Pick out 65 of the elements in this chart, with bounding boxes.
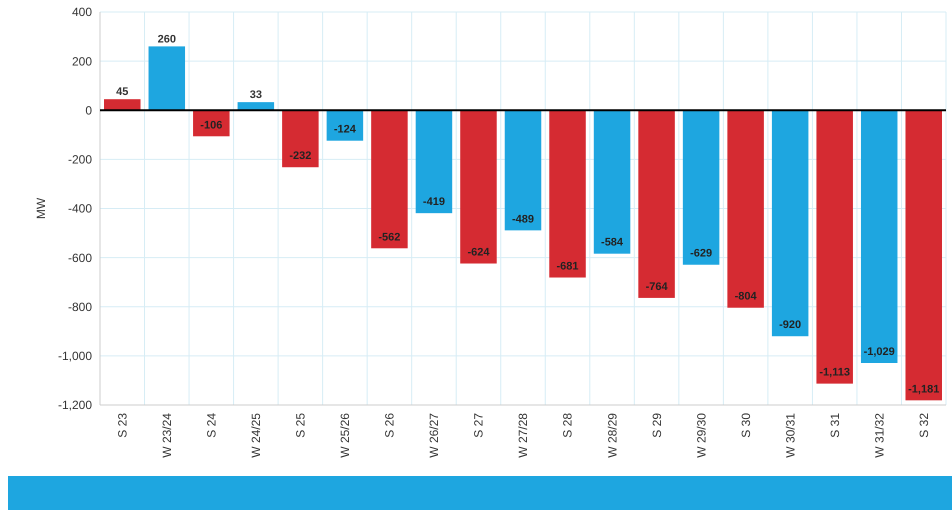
- bar: [816, 110, 853, 384]
- y-axis-title: MW: [34, 197, 48, 220]
- x-tick-label: S 31: [828, 412, 842, 438]
- data-label: 33: [250, 89, 262, 102]
- x-tick-label: W 23/24: [160, 412, 174, 458]
- x-tick-label: S 24: [204, 412, 219, 438]
- x-tick-label: W 28/29: [605, 412, 620, 458]
- data-label: -106: [200, 119, 222, 132]
- data-label: -232: [289, 150, 312, 162]
- data-label: -920: [779, 319, 802, 332]
- data-label: -624: [467, 246, 490, 259]
- y-tick-label: -1,200: [58, 398, 92, 412]
- data-label: -489: [512, 213, 534, 226]
- y-tick-label: -1,000: [58, 349, 92, 364]
- bar: [549, 110, 586, 278]
- y-tick-label: -600: [68, 250, 92, 265]
- data-label: -584: [601, 236, 624, 249]
- x-tick-label: W 31/32: [872, 412, 886, 458]
- x-tick-label: S 32: [916, 412, 931, 438]
- x-tick-label: S 29: [650, 412, 664, 438]
- data-label: -804: [734, 290, 758, 303]
- y-tick-label: -400: [68, 202, 92, 216]
- bar: [416, 110, 452, 214]
- bar: [460, 110, 497, 264]
- x-tick-label: S 26: [382, 412, 397, 438]
- data-label: -629: [690, 248, 712, 260]
- y-tick-label: 400: [72, 5, 92, 20]
- x-tick-label: S 30: [738, 412, 753, 438]
- x-tick-label: W 27/28: [516, 412, 530, 458]
- x-tick-label: S 25: [294, 412, 308, 438]
- data-label: -681: [556, 260, 579, 273]
- x-tick-label: W 29/30: [694, 412, 708, 458]
- x-tick-label: S 28: [560, 412, 575, 438]
- bar: [638, 110, 675, 298]
- bar: [371, 110, 408, 248]
- y-tick-label: 0: [85, 103, 92, 118]
- y-tick-label: -200: [68, 152, 92, 167]
- data-label: -124: [334, 124, 357, 136]
- x-tick-label: S 27: [472, 412, 486, 438]
- x-tick-label: W 25/26: [338, 412, 352, 458]
- bar: [860, 110, 898, 363]
- bar: [104, 99, 141, 110]
- x-tick-label: S 23: [115, 412, 130, 438]
- data-label: -419: [422, 196, 445, 208]
- bar: [682, 110, 720, 265]
- y-tick-label: 200: [72, 54, 92, 68]
- x-tick-label: W 26/27: [427, 412, 442, 458]
- bar: [772, 110, 808, 336]
- x-tick-label: W 30/31: [783, 412, 798, 458]
- data-label: 45: [116, 86, 128, 98]
- data-label: -1,029: [864, 346, 895, 358]
- data-label: -562: [378, 231, 400, 244]
- x-tick-label: W 24/25: [249, 412, 264, 458]
- y-tick-label: -800: [68, 300, 92, 314]
- data-label: -764: [646, 280, 668, 293]
- data-label: -1,113: [819, 366, 850, 379]
- bar: [282, 110, 319, 168]
- bar: [594, 110, 630, 254]
- data-label: 260: [158, 33, 176, 46]
- bar: [504, 110, 542, 230]
- bar: [905, 110, 942, 400]
- bar: [727, 110, 764, 308]
- bar: [238, 102, 274, 110]
- data-label: -1,181: [908, 383, 940, 396]
- bar: [148, 46, 186, 110]
